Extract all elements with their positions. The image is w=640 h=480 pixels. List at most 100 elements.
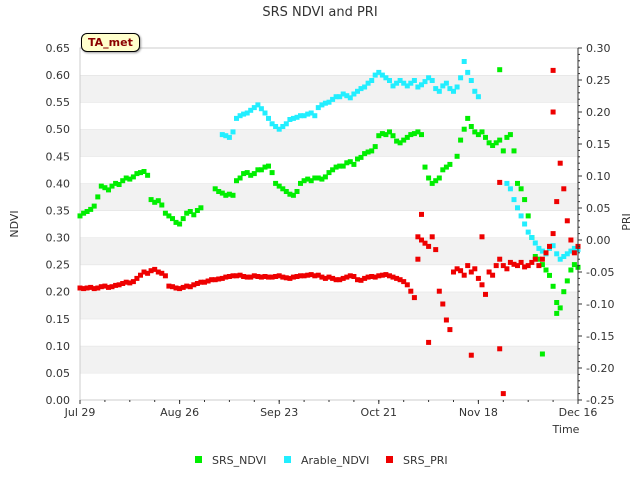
- point-arable-ndvi: [262, 110, 268, 116]
- point-srs-ndvi: [426, 175, 432, 181]
- point-srs-pri: [376, 273, 382, 279]
- point-srs-pri: [113, 282, 119, 288]
- grid-bands: [80, 47, 578, 400]
- y-right-tick-label: 0.15: [586, 138, 611, 151]
- point-srs-pri: [337, 277, 343, 283]
- point-arable-ndvi: [355, 88, 360, 94]
- point-srs-pri: [415, 234, 421, 240]
- point-srs-ndvi: [497, 137, 503, 143]
- point-arable-ndvi: [522, 221, 528, 227]
- point-srs-pri: [98, 284, 104, 290]
- y-left-tick-label: 0.10: [46, 340, 71, 353]
- point-srs-pri: [234, 273, 239, 279]
- point-srs-ndvi: [138, 170, 143, 176]
- x-tick-label: Dec 16: [559, 406, 598, 419]
- point-srs-ndvi: [376, 133, 382, 139]
- point-srs-pri: [223, 274, 229, 280]
- point-srs-ndvi: [273, 180, 279, 186]
- point-arable-ndvi: [433, 86, 439, 92]
- grid-band: [80, 183, 578, 211]
- point-arable-ndvi: [468, 78, 474, 83]
- point-srs-pri: [187, 284, 193, 290]
- grid-band: [80, 156, 578, 184]
- point-srs-ndvi: [223, 192, 229, 198]
- point-srs-pri: [333, 277, 339, 283]
- x-tick-label: Nov 18: [459, 406, 498, 419]
- y-right-tick-label: 0.30: [586, 42, 611, 55]
- point-srs-pri: [241, 274, 247, 279]
- point-srs-ndvi: [411, 131, 417, 137]
- point-srs-pri: [290, 274, 296, 280]
- point-srs-pri: [440, 301, 446, 307]
- point-srs-ndvi: [554, 300, 560, 305]
- point-srs-pri: [166, 283, 172, 289]
- point-arable-ndvi: [529, 235, 535, 240]
- point-srs-pri: [102, 283, 108, 289]
- point-srs-pri: [390, 274, 396, 280]
- x-tick-label: Jul 29: [64, 406, 96, 419]
- point-srs-ndvi: [401, 137, 407, 143]
- point-srs-ndvi: [194, 208, 200, 213]
- point-srs-pri: [497, 179, 503, 185]
- point-srs-ndvi: [436, 175, 442, 181]
- point-arable-ndvi: [401, 80, 407, 86]
- point-srs-ndvi: [507, 132, 513, 138]
- point-arable-ndvi: [461, 59, 467, 64]
- point-arable-ndvi: [458, 75, 464, 81]
- point-srs-pri: [106, 284, 111, 290]
- point-srs-pri: [472, 266, 478, 272]
- point-arable-ndvi: [223, 133, 229, 139]
- point-srs-pri: [347, 273, 353, 279]
- point-srs-ndvi: [500, 148, 506, 154]
- point-srs-ndvi: [472, 129, 478, 135]
- point-arable-ndvi: [312, 113, 318, 119]
- point-arable-ndvi: [387, 78, 392, 83]
- point-srs-ndvi: [522, 197, 528, 203]
- point-srs-pri: [322, 275, 328, 281]
- point-srs-pri: [298, 273, 303, 279]
- point-srs-pri: [301, 273, 307, 279]
- point-srs-ndvi: [187, 209, 193, 214]
- point-arable-ndvi: [280, 124, 286, 129]
- point-srs-pri: [152, 266, 158, 272]
- point-srs-pri: [401, 279, 407, 285]
- point-srs-pri: [497, 346, 503, 352]
- y-right-tick-label: 0.20: [586, 106, 611, 119]
- point-srs-ndvi: [248, 172, 254, 178]
- point-arable-ndvi: [326, 99, 332, 105]
- point-srs-pri: [319, 274, 325, 280]
- point-srs-ndvi: [571, 262, 577, 268]
- point-srs-ndvi: [301, 178, 307, 184]
- point-srs-ndvi: [95, 194, 101, 200]
- point-arable-ndvi: [507, 186, 513, 192]
- y-right-tick-label: -0.20: [586, 362, 614, 375]
- y-left-tick-label: 0.60: [46, 69, 71, 82]
- point-srs-ndvi: [315, 175, 321, 181]
- point-srs-pri: [436, 288, 442, 294]
- point-srs-pri: [276, 273, 282, 279]
- point-srs-ndvi: [173, 219, 179, 225]
- point-srs-ndvi: [102, 185, 108, 191]
- point-srs-ndvi: [159, 202, 165, 208]
- point-srs-ndvi: [269, 170, 275, 176]
- x-tick-label: Aug 26: [160, 406, 199, 419]
- point-srs-pri: [419, 237, 424, 243]
- point-srs-pri: [426, 243, 432, 249]
- point-srs-pri: [532, 256, 538, 262]
- point-srs-pri: [497, 256, 503, 262]
- point-arable-ndvi: [347, 95, 353, 101]
- point-srs-pri: [230, 273, 236, 279]
- point-srs-ndvi: [330, 167, 336, 173]
- point-srs-ndvi: [347, 159, 353, 165]
- point-srs-ndvi: [504, 134, 510, 140]
- point-srs-pri: [550, 231, 556, 237]
- point-srs-pri: [483, 291, 488, 297]
- y-right-tick-label: -0.25: [586, 394, 614, 407]
- point-srs-ndvi: [415, 129, 421, 135]
- x-tick-label: Oct 21: [361, 406, 398, 419]
- point-arable-ndvi: [568, 248, 574, 254]
- point-srs-ndvi: [262, 164, 268, 170]
- point-srs-ndvi: [344, 160, 350, 166]
- point-srs-ndvi: [362, 151, 368, 157]
- point-srs-ndvi: [337, 163, 343, 169]
